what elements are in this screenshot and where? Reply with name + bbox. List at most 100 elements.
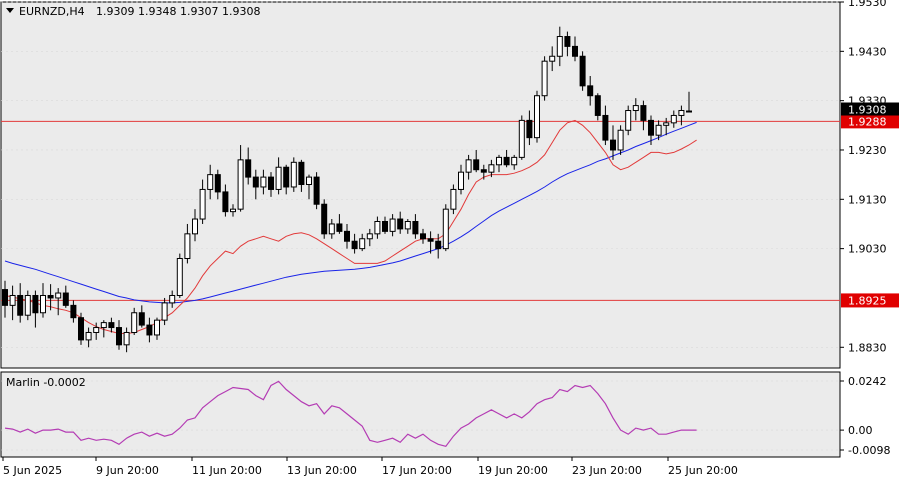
candle [169,290,176,308]
indicator-tick-label: 0.00 [848,424,873,437]
bearish-candle-body [594,95,601,116]
candle [366,228,373,247]
bearish-candle-body [686,110,692,113]
candle [328,219,335,239]
candle [412,214,419,239]
symbol-label: EURNZD,H4 [19,5,85,18]
candle [579,51,586,91]
candlestick-series [2,26,692,353]
bearish-candle-body [222,191,229,213]
candle [336,214,343,234]
candle [283,164,290,195]
candle [473,149,480,173]
bullish-candle-body [176,257,183,296]
bullish-candle-body [55,292,62,299]
level-price-label: 1.9288 [848,115,887,128]
price-tick-label: 1.9530 [848,0,887,9]
candle [40,283,46,318]
candle [207,164,214,200]
candle [465,154,472,180]
candle [306,174,312,200]
candle [632,98,639,121]
candle [146,317,153,343]
candle [268,172,274,197]
bullish-candle-body [488,164,495,173]
candle [230,204,236,217]
bearish-candle-body [473,159,480,171]
candle [9,285,16,321]
bullish-candle-body [93,327,100,333]
candle [397,211,404,234]
candle [62,285,69,308]
bullish-candle-body [123,331,130,346]
indicator-tick-label: -0.0098 [848,444,890,457]
candle [648,115,654,146]
bearish-candle-body [138,312,145,326]
candle [442,204,449,252]
bearish-candle-body [32,294,39,314]
bullish-candle-body [161,302,168,321]
candle [572,36,578,62]
candle [427,231,434,254]
candle [344,223,350,249]
bullish-candle-body [40,294,46,314]
candle [663,117,670,136]
candle [450,184,457,215]
price-axis: 1.95301.94301.93301.92301.91301.90301.88… [840,0,899,354]
bullish-candle-body [85,331,92,341]
bearish-candle-body [336,223,343,232]
bearish-candle-body [245,159,252,178]
candle [138,305,145,328]
candle [199,179,206,224]
bearish-candle-body [2,289,8,306]
time-axis: 5 Jun 2025 9 Jun 20:00 11 Jun 20:00 13 Jun … [2,457,738,477]
candle [389,214,396,237]
candle [670,110,677,128]
price-pane[interactable] [0,1,841,369]
bearish-candle-body [146,324,153,336]
candle [252,169,259,200]
bearish-candle-body [579,55,586,87]
bullish-candle-body [100,322,107,329]
bearish-candle-body [397,218,404,230]
bearish-candle-body [78,317,84,341]
candle [321,199,328,239]
candle [275,157,282,195]
slow-moving-average-line [4,121,697,304]
bearish-candle-body [435,240,442,250]
candle [245,147,252,185]
bullish-candle-body [465,159,472,173]
bullish-candle-body [632,105,639,112]
bearish-candle-body [351,240,358,250]
candle [24,290,31,321]
bullish-candle-body [496,156,502,166]
bearish-candle-body [62,292,69,306]
bearish-candle-body [70,304,77,319]
level-price-tag [841,114,899,129]
bullish-candle-body [230,208,236,213]
bearish-candle-body [252,176,259,188]
indicator-pane[interactable] [0,371,841,458]
bearish-candle-body [283,166,290,188]
candle [260,169,267,195]
bearish-candle-body [382,221,388,232]
bullish-candle-body [404,221,411,230]
bearish-candle-body [610,139,616,151]
price-tick-label: 1.9430 [848,45,887,58]
candle [108,317,115,333]
candle [488,159,495,178]
candle [131,307,138,335]
candle [458,164,464,195]
candle [602,105,609,146]
collapse-triangle-icon[interactable] [6,8,14,13]
candle [161,297,168,326]
candle [32,290,39,328]
candle [313,172,320,210]
candle [655,120,662,141]
candle [123,327,130,353]
indicator-tick-label: 0.0242 [848,375,887,388]
candle [374,216,381,239]
candle [93,322,100,340]
candle [496,154,502,173]
